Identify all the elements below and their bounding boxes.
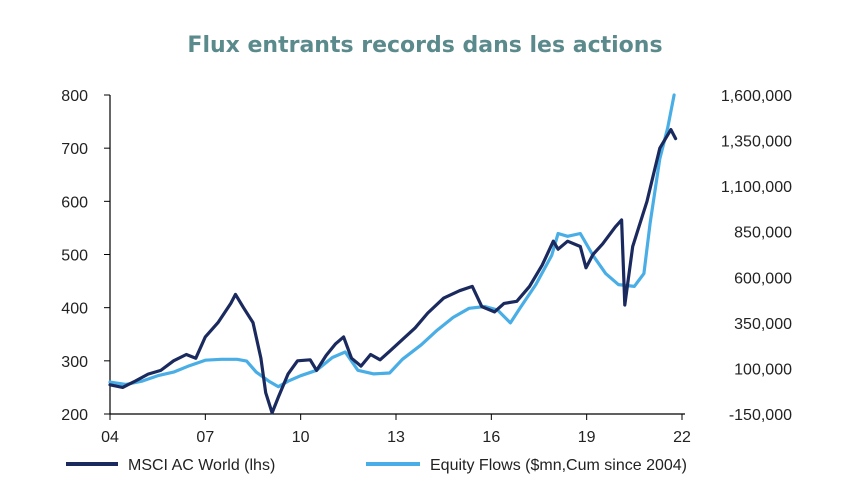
legend-label-msci: MSCI AC World (lhs): [128, 457, 275, 474]
right-tick-label: -150,000: [729, 407, 792, 424]
right-tick-label: 1,350,000: [721, 134, 792, 151]
x-tick-label: 10: [292, 429, 310, 446]
left-tick-label: 300: [61, 354, 88, 371]
series-line-equity-flows: [108, 93, 676, 389]
right-tick-label: 350,000: [734, 316, 792, 333]
left-tick-label: 700: [61, 141, 88, 158]
x-tick-label: 16: [482, 429, 500, 446]
series-lines: [108, 93, 678, 415]
left-axis-ticks: 200 300 400 500 600 700 800: [61, 88, 110, 424]
x-tick-label: 19: [578, 429, 596, 446]
left-tick-label: 400: [61, 301, 88, 318]
legend: MSCI AC World (lhs) Equity Flows ($mn,Cu…: [66, 457, 687, 474]
legend-label-equity-flows: Equity Flows ($mn,Cum since 2004): [430, 457, 687, 474]
x-tick-label: 07: [196, 429, 214, 446]
left-tick-label: 800: [61, 88, 88, 105]
x-axis-ticks: 04 07 10 13 16 19 22: [101, 414, 691, 446]
x-tick-label: 13: [387, 429, 405, 446]
series-line-msci: [108, 128, 678, 415]
right-axis-ticks: -150,000 100,000 350,000 600,000 850,000 1,10…: [721, 88, 792, 424]
right-tick-label: 1,600,000: [721, 88, 792, 105]
right-tick-label: 850,000: [734, 225, 792, 242]
right-tick-label: 100,000: [734, 361, 792, 378]
right-tick-label: 600,000: [734, 270, 792, 287]
left-tick-label: 500: [61, 248, 88, 265]
left-tick-label: 600: [61, 194, 88, 211]
x-tick-label: 04: [101, 429, 119, 446]
x-tick-label: 22: [673, 429, 691, 446]
chart-title: Flux entrants records dans les actions: [187, 33, 662, 58]
left-tick-label: 200: [61, 407, 88, 424]
right-tick-label: 1,100,000: [721, 179, 792, 196]
